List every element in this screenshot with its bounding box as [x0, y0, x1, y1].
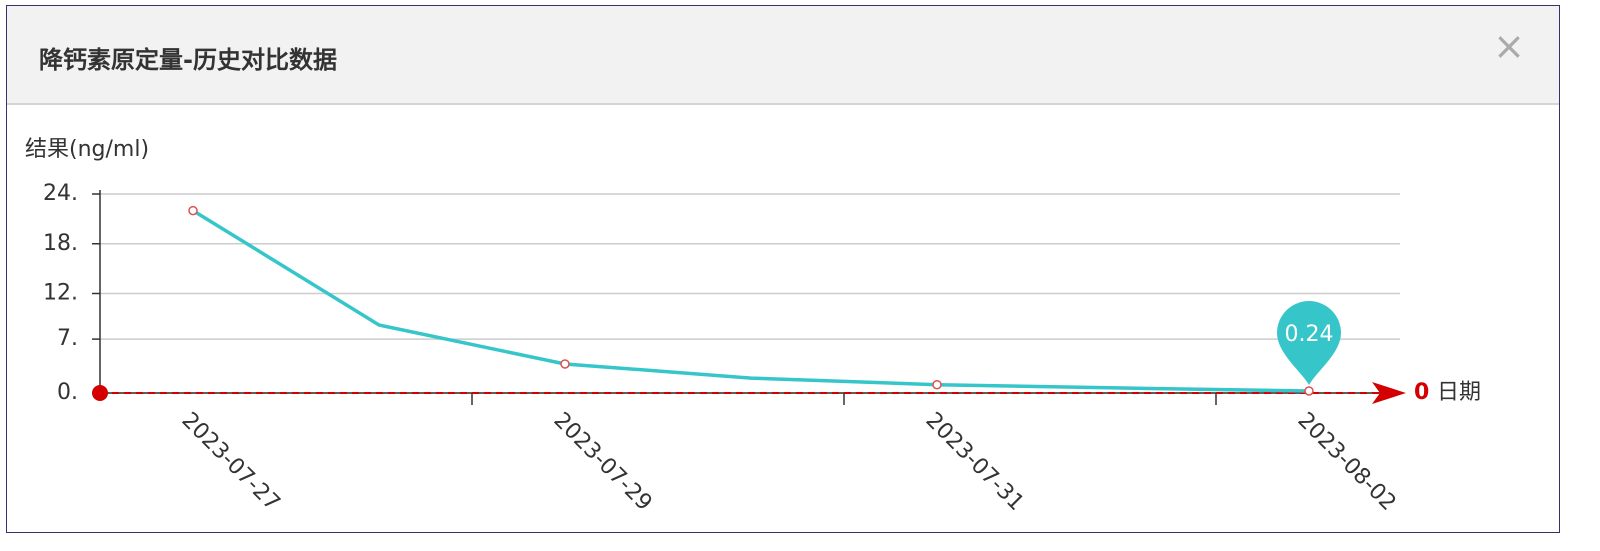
x-axis-name: 日期 [1437, 380, 1481, 405]
dialog-header: 降钙素原定量-历史对比数据 × [7, 6, 1559, 105]
data-point [1304, 386, 1314, 396]
mark-line-arrow [1372, 382, 1406, 404]
dialog-title: 降钙素原定量-历史对比数据 [39, 46, 337, 74]
x-tick-label: 2023-07-27 [177, 408, 285, 516]
mark-line-start [92, 385, 108, 401]
dialog: 降钙素原定量-历史对比数据 × [6, 5, 1560, 533]
y-tick-label: 24. [43, 181, 78, 206]
x-tick-label: 2023-07-29 [549, 408, 657, 516]
x-tick-label: 2023-08-02 [1293, 408, 1401, 516]
data-point [188, 205, 198, 216]
series-line [192, 209, 1310, 393]
y-tick-label: 18. [43, 231, 78, 256]
x-tick-label: 2023-07-31 [921, 408, 1029, 516]
mark-point-pin [1277, 301, 1341, 386]
mark-line-label: 0 [1414, 380, 1429, 405]
y-tick-label: 12. [43, 281, 78, 306]
mark-point-label: 0.24 [1285, 322, 1334, 347]
data-point [932, 379, 942, 390]
data-point [560, 359, 570, 369]
y-tick-label: 7. [57, 326, 78, 351]
y-axis-name: 结果(ng/ml) [25, 137, 149, 162]
y-tick-label: 0. [57, 380, 78, 405]
close-button[interactable]: × [1493, 24, 1525, 68]
